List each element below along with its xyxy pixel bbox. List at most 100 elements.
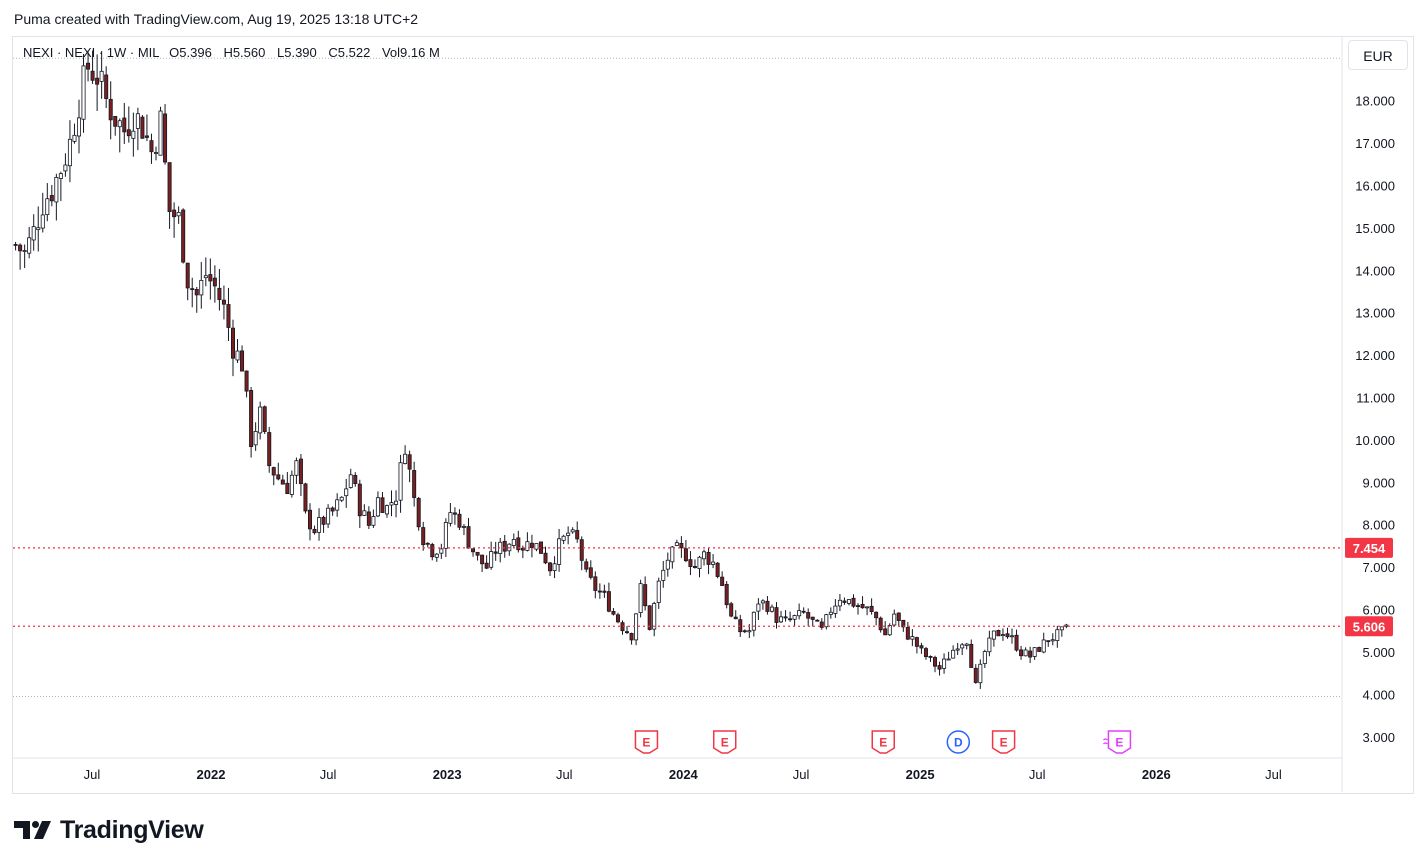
candle-body <box>425 542 430 545</box>
candle-body <box>280 479 285 485</box>
candle-body <box>298 458 303 484</box>
candle-body <box>258 406 263 434</box>
candle-body <box>439 548 444 554</box>
candle-body <box>185 262 190 289</box>
earnings-marker-badge <box>712 730 737 754</box>
close-value: 5.522 <box>337 45 371 60</box>
candle-body <box>566 532 571 536</box>
candle-body <box>244 370 249 392</box>
candle-body <box>661 569 666 581</box>
candle-body <box>1014 634 1019 651</box>
dividend-marker[interactable]: D <box>946 730 971 754</box>
earnings-marker[interactable]: E <box>712 730 737 754</box>
candle-body <box>1041 639 1046 653</box>
candle-body <box>561 535 566 541</box>
candle-body <box>307 509 312 530</box>
candle-body <box>923 648 928 658</box>
candle-body <box>937 665 942 670</box>
candle-body <box>217 287 222 300</box>
candle-body <box>670 546 675 563</box>
candle-body <box>511 539 516 546</box>
earnings-marker[interactable]: E <box>871 730 896 754</box>
candle-body <box>1028 650 1033 658</box>
price-axis: 18.000 17.000 16.000 15.000 14.000 13.000 12.0… <box>1355 94 1395 745</box>
candle-body <box>647 605 652 630</box>
tradingview-logo[interactable]: TradingView <box>14 812 204 848</box>
candle-body <box>72 134 77 142</box>
candle-body <box>172 209 177 218</box>
future-indicator-icon <box>1102 738 1108 745</box>
candle-body <box>892 613 897 626</box>
candle-body <box>878 617 883 631</box>
level-price-tag <box>1345 537 1393 558</box>
candle-body <box>638 583 643 614</box>
candle-body <box>933 657 938 667</box>
candle-body <box>942 658 947 669</box>
candle-body <box>706 551 711 565</box>
earnings-marker[interactable]: E <box>991 730 1016 754</box>
candle-body <box>312 528 317 534</box>
candle-body <box>235 350 240 361</box>
candle-body <box>502 540 507 552</box>
candle-body <box>344 488 349 497</box>
candle-body <box>108 98 113 121</box>
candle-body <box>158 110 163 156</box>
price-tick-label: 7.000 <box>1362 560 1395 575</box>
candle-body <box>452 512 457 515</box>
open-value: 5.396 <box>179 45 212 60</box>
candle-body <box>466 526 471 549</box>
candle-body <box>697 556 702 570</box>
candle-body <box>991 630 996 640</box>
time-tick-label: 2023 <box>433 767 462 782</box>
candle-body <box>416 498 421 528</box>
candle-body <box>190 288 195 291</box>
price-tick-label: 14.000 <box>1355 263 1395 278</box>
candle-body <box>357 483 362 517</box>
candle-body <box>751 611 756 631</box>
candle-body <box>602 590 607 593</box>
earnings-marker-badge <box>634 730 659 754</box>
candle-body <box>806 612 811 619</box>
marker-letter: E <box>1115 736 1123 750</box>
candle-body <box>480 554 485 565</box>
candle-body <box>36 227 41 230</box>
candle-body <box>1037 647 1042 652</box>
candle-body <box>448 512 453 524</box>
candle-body <box>588 567 593 578</box>
candle-body <box>461 526 466 528</box>
future-earnings-marker[interactable]: E <box>1102 730 1132 754</box>
candle-body <box>928 656 933 658</box>
time-tick-label: Jul <box>1265 767 1282 782</box>
candlestick-series <box>13 50 1069 689</box>
candle-body <box>375 497 380 517</box>
candle-body <box>67 138 72 167</box>
candle-body <box>199 280 204 296</box>
candle-body <box>153 152 158 154</box>
earnings-marker[interactable]: E <box>634 730 659 754</box>
candle-body <box>810 616 815 620</box>
candle-body <box>22 250 27 252</box>
candle-body <box>579 539 584 561</box>
time-axis: Jul 2022 Jul 2023 Jul 2024 Jul 2025 Jul 2026 Jul <box>84 767 1282 782</box>
candle-body <box>874 611 879 619</box>
time-tick-label: 2022 <box>197 767 226 782</box>
candle-body <box>516 537 521 551</box>
candle-body <box>1005 633 1010 638</box>
candle-body <box>747 630 752 633</box>
candle-body <box>294 460 299 476</box>
candle-body <box>226 304 231 328</box>
candle-body <box>1059 626 1064 631</box>
chart-guides <box>13 37 1343 792</box>
candle-body <box>384 505 389 515</box>
currency-selector[interactable]: EUR <box>1348 40 1408 70</box>
candle-body <box>176 211 181 217</box>
symbol-legend: NEXI · NEXI · 1W · MIL O5.396 H5.560 L5.… <box>23 45 448 60</box>
volume-value: 9.16 M <box>400 45 440 60</box>
candle-body <box>1050 639 1055 642</box>
candle-body <box>774 607 779 623</box>
chart-frame[interactable] <box>12 36 1414 794</box>
marker-letter: D <box>954 736 963 750</box>
candle-body <box>788 618 793 621</box>
price-tick-label: 9.000 <box>1362 475 1395 490</box>
